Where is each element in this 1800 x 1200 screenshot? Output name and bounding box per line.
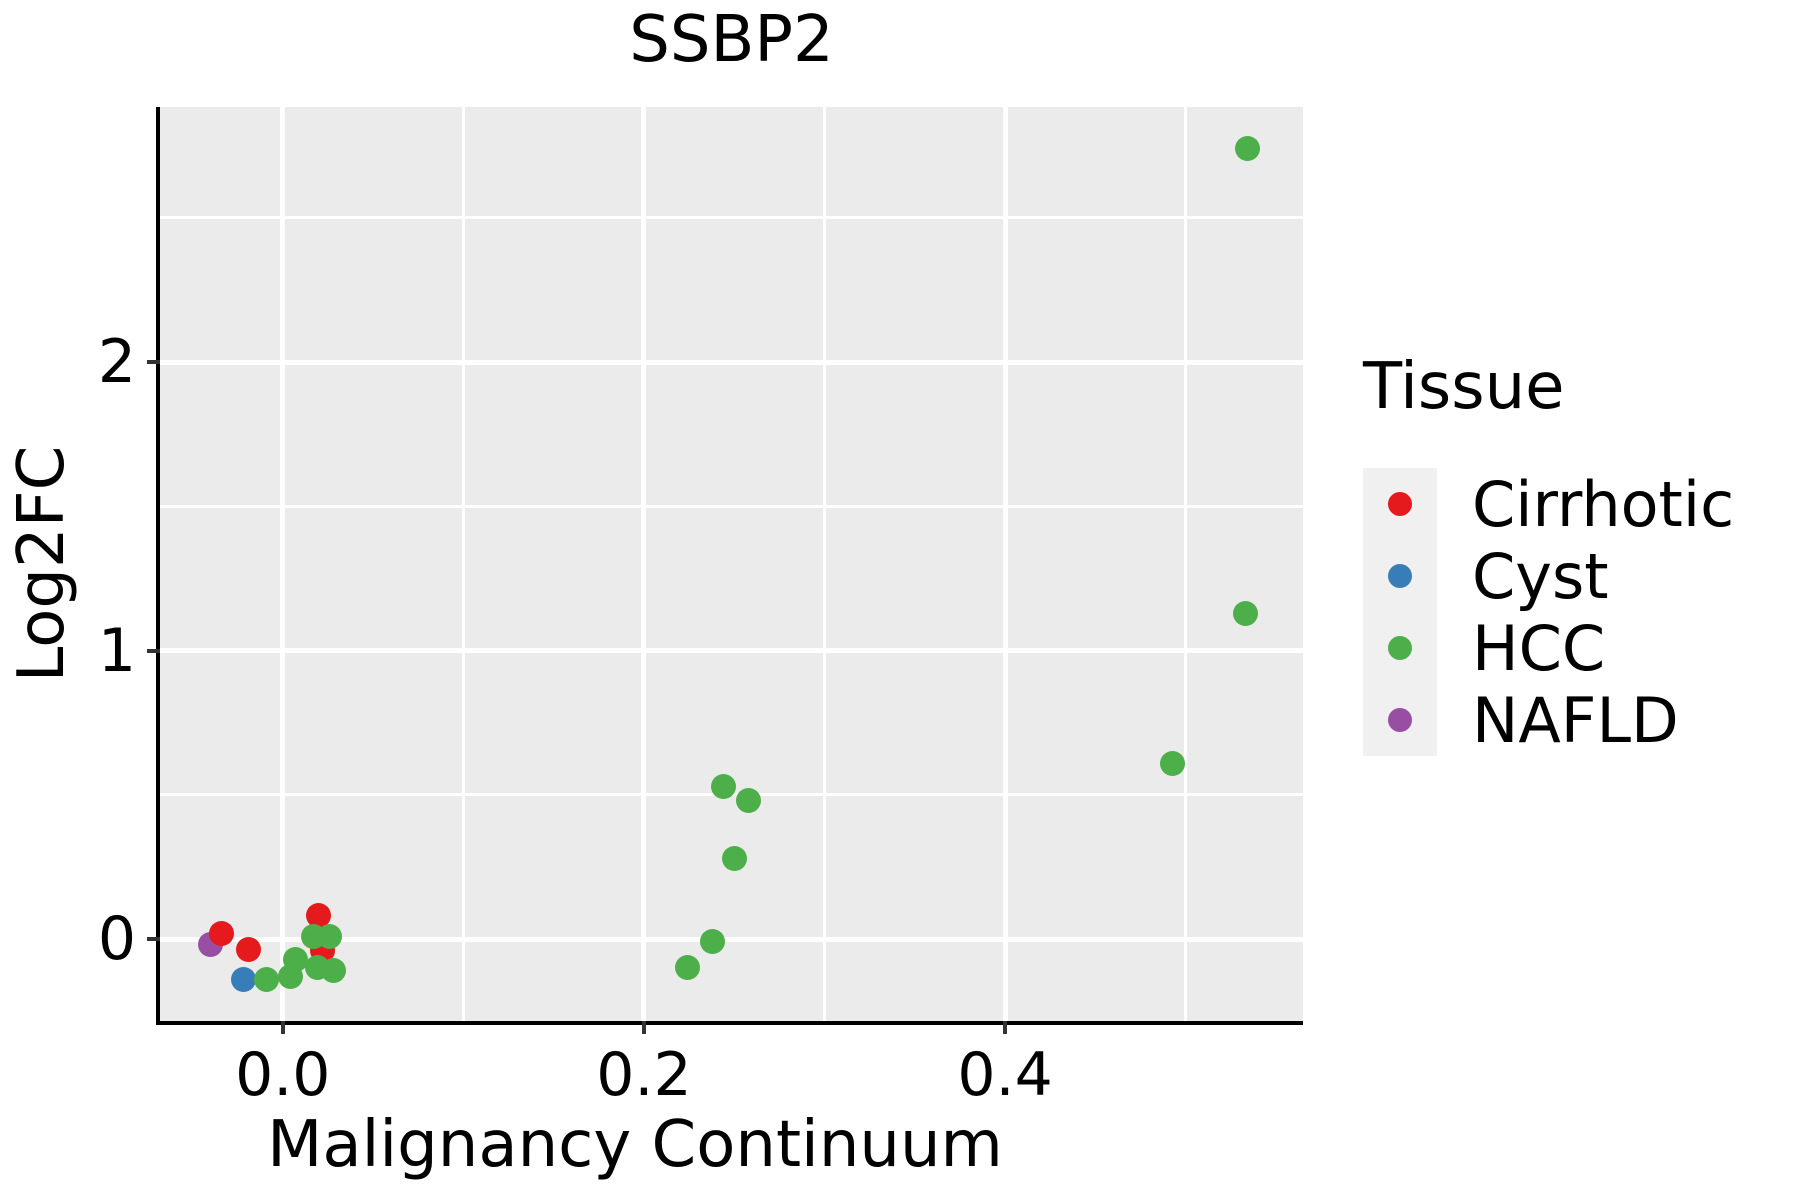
y-tick bbox=[147, 937, 160, 942]
data-point-hcc bbox=[1232, 600, 1258, 626]
legend: Tissue Cirrhotic Cyst HCC NAFLD bbox=[1363, 350, 1735, 757]
legend-item-cyst: Cyst bbox=[1363, 539, 1734, 613]
data-point-hcc bbox=[1160, 750, 1186, 776]
data-point-hcc bbox=[736, 788, 762, 814]
y-tick-label: 0 bbox=[97, 904, 136, 975]
x-tick bbox=[641, 1021, 646, 1034]
legend-title: Tissue bbox=[1363, 350, 1565, 424]
minor-gridline-x bbox=[822, 107, 826, 1021]
legend-item-cirrhotic: Cirrhotic bbox=[1363, 467, 1735, 541]
y-tick bbox=[147, 360, 160, 365]
legend-label: NAFLD bbox=[1472, 683, 1679, 757]
y-tick-label: 1 bbox=[97, 615, 136, 686]
minor-gridline-x bbox=[461, 107, 465, 1021]
major-gridline-x bbox=[1002, 107, 1008, 1021]
legend-label: Cyst bbox=[1472, 539, 1609, 613]
data-point-hcc bbox=[710, 773, 736, 799]
hcc-dot-icon bbox=[1388, 636, 1412, 660]
x-tick-label: 0.2 bbox=[596, 1040, 692, 1110]
y-tick-label: 2 bbox=[97, 327, 136, 398]
x-tick-label: 0.4 bbox=[957, 1040, 1053, 1110]
data-point-cirrhotic bbox=[235, 936, 261, 962]
nafld-dot-icon bbox=[1388, 708, 1412, 732]
major-gridline-y bbox=[160, 936, 1303, 942]
x-tick bbox=[280, 1021, 285, 1034]
minor-gridline-x bbox=[1184, 107, 1188, 1021]
cirrhotic-dot-icon bbox=[1388, 492, 1412, 516]
legend-item-nafld: NAFLD bbox=[1363, 683, 1734, 757]
legend-label: Cirrhotic bbox=[1472, 467, 1735, 541]
data-point-cyst bbox=[230, 966, 256, 992]
plot-panel bbox=[160, 107, 1303, 1021]
data-point-hcc bbox=[721, 845, 747, 871]
x-tick bbox=[1003, 1021, 1008, 1034]
cyst-dot-icon bbox=[1388, 564, 1412, 588]
data-point-hcc bbox=[317, 923, 343, 949]
major-gridline-x bbox=[280, 107, 286, 1021]
y-tick bbox=[147, 648, 160, 653]
x-axis-line bbox=[156, 1021, 1303, 1025]
data-point-hcc bbox=[282, 946, 308, 972]
legend-items: Cirrhotic Cyst HCC NAFLD bbox=[1363, 467, 1735, 757]
data-point-hcc bbox=[254, 966, 280, 992]
major-gridline-x bbox=[641, 107, 647, 1021]
legend-label: HCC bbox=[1472, 611, 1606, 685]
data-point-hcc bbox=[700, 929, 726, 955]
plot-title: SSBP2 bbox=[629, 3, 834, 77]
legend-item-hcc: HCC bbox=[1363, 611, 1734, 685]
legend-key bbox=[1363, 468, 1437, 540]
data-point-cirrhotic bbox=[208, 920, 234, 946]
data-point-hcc bbox=[674, 955, 700, 981]
legend-key bbox=[1363, 540, 1437, 612]
minor-gridline-y bbox=[160, 504, 1303, 508]
data-point-hcc bbox=[1234, 136, 1260, 162]
legend-key bbox=[1363, 612, 1437, 684]
y-axis-line bbox=[156, 107, 160, 1025]
data-point-hcc bbox=[320, 958, 346, 984]
x-axis-title: Malignancy Continuum bbox=[267, 1108, 1003, 1182]
x-tick-label: 0.0 bbox=[235, 1040, 331, 1110]
minor-gridline-y bbox=[160, 216, 1303, 220]
major-gridline-y bbox=[160, 359, 1303, 365]
major-gridline-y bbox=[160, 648, 1303, 654]
legend-key bbox=[1363, 684, 1437, 756]
